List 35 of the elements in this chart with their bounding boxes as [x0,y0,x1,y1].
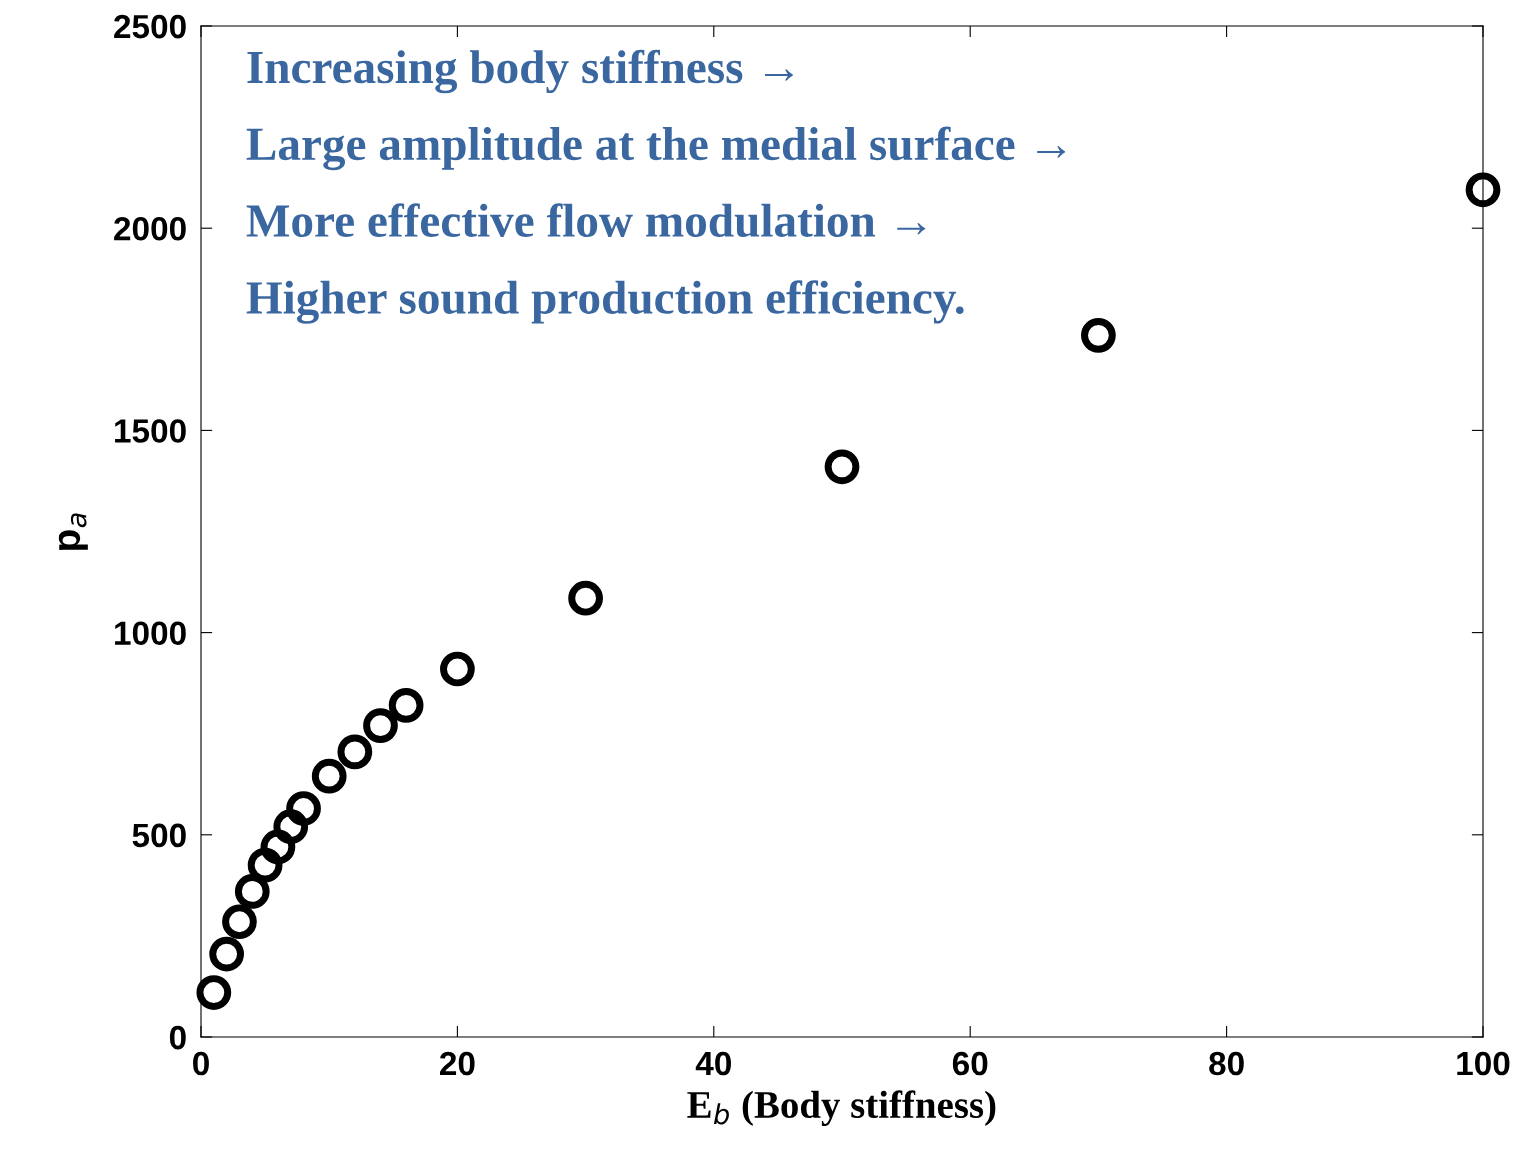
point [209,936,244,972]
y-tick-label: 0 [169,1025,186,1050]
point [363,708,398,743]
point [440,651,475,687]
y-tick-label: 1000 [115,621,186,646]
point [1081,318,1116,353]
y-tick-label: 2500 [114,14,186,39]
x-tick-label: 80 [1209,1051,1244,1076]
point [247,847,283,883]
x-tick-label: 0 [193,1051,209,1076]
point [273,809,309,845]
point [234,874,270,909]
y-axis-title: p$_{a}$ [58,513,88,550]
x-axis-title: E$_{b}$ (Body stiffness) [687,1090,996,1127]
point [568,580,603,616]
annotation: More effective flow modulation → [246,203,926,238]
y-tick-label: 500 [132,823,186,848]
x-tick-label: 60 [952,1051,988,1076]
point [222,904,257,940]
x-tick-label: 100 [1457,1051,1510,1076]
annotation: Higher sound production efficiency. [246,280,964,324]
x-tick-label: 40 [695,1051,731,1076]
point [824,449,860,485]
point [1465,172,1501,208]
annotation: Large amplitude at the medial surface → [246,126,1066,171]
point [196,975,232,1010]
point [260,829,296,865]
y-tick-label: 2000 [114,217,186,241]
y-tick-label: 1500 [115,419,186,443]
point [286,791,321,826]
point [311,758,347,794]
annotation: Increasing body stiffness → [247,49,793,94]
x-tick-label: 20 [440,1051,475,1076]
point [337,734,373,770]
point [388,688,424,723]
